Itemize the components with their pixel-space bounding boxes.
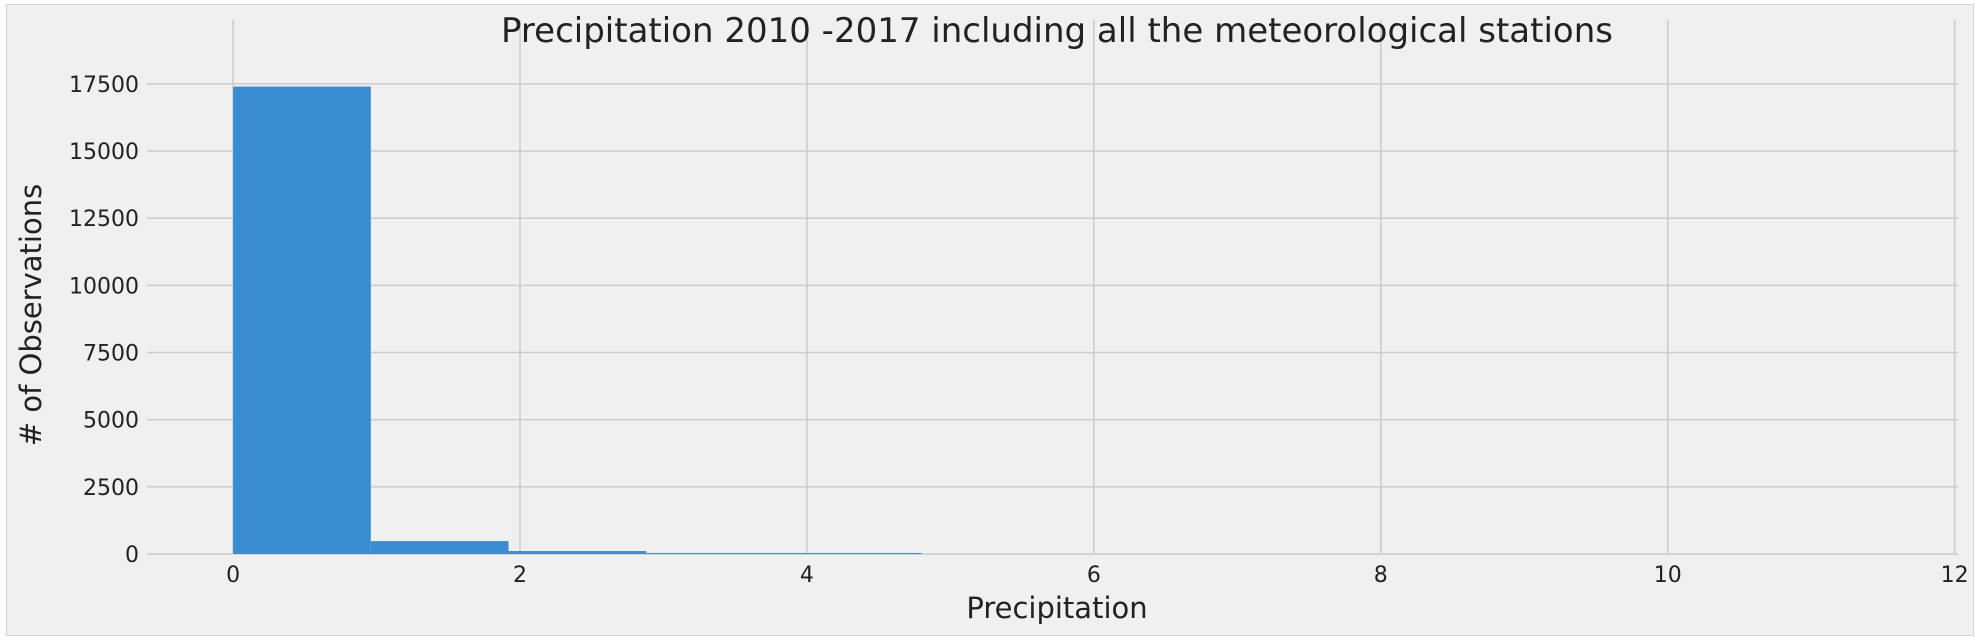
x-axis-label: Precipitation: [966, 591, 1147, 625]
x-tick-label: 10: [1654, 563, 1682, 588]
x-tick-label: 8: [1374, 563, 1388, 588]
y-tick-label: 5000: [83, 409, 139, 434]
histogram-bar: [370, 541, 509, 554]
grid-layer: [147, 20, 1958, 555]
bar-layer: [233, 86, 922, 554]
y-tick-label: 7500: [83, 342, 139, 367]
y-tick-label: 10000: [69, 274, 139, 299]
y-tick-label: 17500: [69, 73, 139, 98]
y-tick-label: 15000: [69, 140, 139, 165]
y-tick-label: 2500: [83, 476, 139, 501]
y-tick-label: 12500: [69, 207, 139, 232]
chart-title: Precipitation 2010 -2017 including all t…: [501, 11, 1613, 51]
histogram-bar: [508, 551, 647, 554]
x-tick-label: 2: [513, 563, 527, 588]
y-tick-label: 0: [125, 543, 139, 568]
x-tick-label: 12: [1941, 563, 1969, 588]
histogram-bar: [646, 553, 784, 554]
x-tick-label: 0: [226, 563, 240, 588]
histogram-bar: [233, 86, 371, 554]
x-tick-label: 4: [800, 563, 814, 588]
y-axis-label: # of Observations: [14, 184, 48, 446]
tick-layer: 0 2 4 6 8 10 12 0 2500 5000 7500 10000 12500 15000 175…: [69, 73, 1969, 588]
x-tick-label: 6: [1087, 563, 1101, 588]
histogram-bar: [783, 553, 922, 554]
